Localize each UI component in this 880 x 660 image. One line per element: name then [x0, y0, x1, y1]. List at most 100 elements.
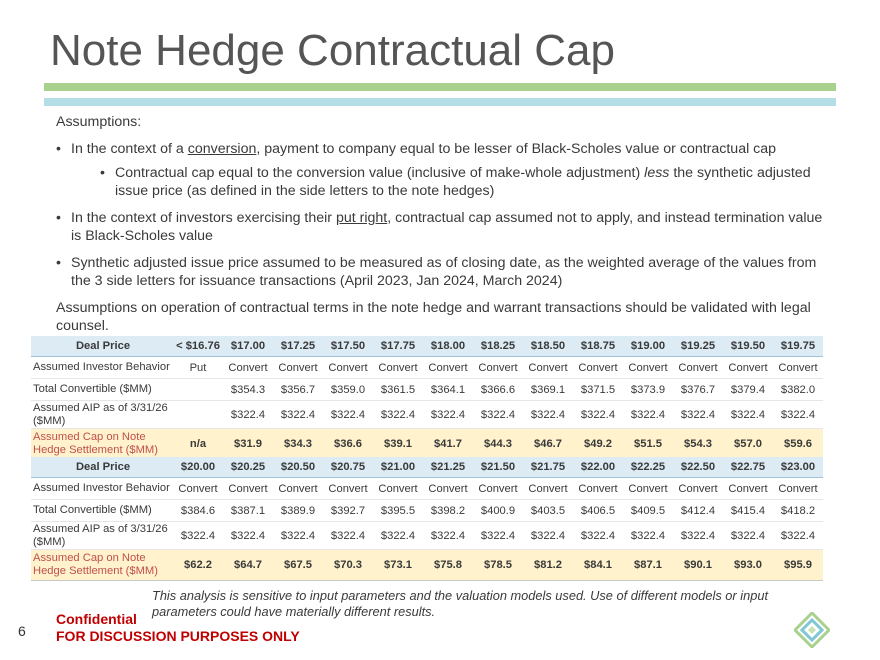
table-cell: $84.1	[573, 549, 623, 581]
cap-table-1: Deal Price < $16.76 $17.00 $17.25 $17.50 $17.…	[31, 336, 823, 460]
row-deal-price: Deal Price $20.00 $20.25 $20.50 $20.75 $21.00…	[31, 457, 823, 478]
row-total-convertible: Total Convertible ($MM) $384.6 $387.1 $389.…	[31, 499, 823, 522]
table-cell: $322.4	[773, 400, 823, 429]
table-cell: $322.4	[573, 521, 623, 550]
assumptions-heading: Assumptions:	[56, 114, 142, 130]
table-cell: $41.7	[423, 428, 473, 460]
green-divider-bar	[44, 83, 836, 91]
table-cell: $19.00	[623, 336, 673, 357]
table-cell: $403.5	[523, 499, 573, 522]
table-cell: $18.25	[473, 336, 523, 357]
table-cell: $369.1	[523, 378, 573, 401]
table-cell: n/a	[173, 428, 223, 460]
table-cell: $19.75	[773, 336, 823, 357]
table-cell: $322.4	[673, 521, 723, 550]
table-cell: Convert	[573, 356, 623, 379]
table-cell: $51.5	[623, 428, 673, 460]
cap-table-2: Deal Price $20.00 $20.25 $20.50 $20.75 $21.00…	[31, 457, 823, 581]
table-cell: $39.1	[373, 428, 423, 460]
table-cell: Convert	[773, 356, 823, 379]
table-cell: $322.4	[523, 400, 573, 429]
table-cell: $18.75	[573, 336, 623, 357]
table-cell: $95.9	[773, 549, 823, 581]
row-label: Assumed Investor Behavior	[31, 477, 173, 500]
table-cell: $376.7	[673, 378, 723, 401]
table-cell: Convert	[723, 356, 773, 379]
table-cell: $322.4	[423, 521, 473, 550]
table-cell: Convert	[573, 477, 623, 500]
row-aip: Assumed AIP as of 3/31/26 ($MM) $322.4 $32…	[31, 400, 823, 429]
table-cell: $322.4	[673, 400, 723, 429]
table-cell: Convert	[323, 356, 373, 379]
row-label: Assumed Investor Behavior	[31, 356, 173, 379]
table-cell: $322.4	[223, 400, 273, 429]
table-cell: $17.50	[323, 336, 373, 357]
confidential-label: Confidential	[56, 611, 137, 627]
table-cell: $59.6	[773, 428, 823, 460]
table-cell: $49.2	[573, 428, 623, 460]
assumptions-section: Assumptions: In the context of a convers…	[56, 113, 826, 344]
table-cell: $389.9	[273, 499, 323, 522]
table-cell: $382.0	[773, 378, 823, 401]
table-cell: $62.2	[173, 549, 223, 581]
blue-divider-bar	[44, 98, 836, 106]
table-cell: $322.4	[773, 521, 823, 550]
table-cell: $36.6	[323, 428, 373, 460]
bullet-synthetic-aip: Synthetic adjusted issue price assumed t…	[56, 254, 826, 290]
table-cell: $78.5	[473, 549, 523, 581]
row-label: Assumed AIP as of 3/31/26 ($MM)	[31, 400, 173, 429]
table-cell: $87.1	[623, 549, 673, 581]
table-cell: $395.5	[373, 499, 423, 522]
table-cell: $412.4	[673, 499, 723, 522]
page-title: Note Hedge Contractual Cap	[50, 26, 615, 75]
table-cell: $20.75	[323, 457, 373, 478]
diamond-logo-icon	[794, 612, 830, 648]
table-cell: $361.5	[373, 378, 423, 401]
table-cell: $20.25	[223, 457, 273, 478]
put-right-underlined-term: put right	[335, 210, 388, 226]
table-cell: $19.50	[723, 336, 773, 357]
table-cell: Convert	[473, 356, 523, 379]
table-cell: Convert	[373, 356, 423, 379]
table-cell: $22.25	[623, 457, 673, 478]
table-cell: $356.7	[273, 378, 323, 401]
table-cell: Convert	[523, 477, 573, 500]
table-cell: $17.25	[273, 336, 323, 357]
table-cell: $322.4	[473, 400, 523, 429]
table-cell: $384.6	[173, 499, 223, 522]
table-cell: $322.4	[623, 521, 673, 550]
table-cell: $354.3	[223, 378, 273, 401]
table-cell: $22.75	[723, 457, 773, 478]
table-cell: $54.3	[673, 428, 723, 460]
table-cell: $34.3	[273, 428, 323, 460]
table-cell: $22.50	[673, 457, 723, 478]
table-cell: Convert	[673, 356, 723, 379]
table-cell: $22.00	[573, 457, 623, 478]
table-cell: Convert	[223, 477, 273, 500]
assumptions-closing: Assumptions on operation of contractual …	[56, 300, 811, 334]
table-cell	[173, 378, 223, 401]
table-cell: $409.5	[623, 499, 673, 522]
table-cell: $18.50	[523, 336, 573, 357]
table-cell: $322.4	[223, 521, 273, 550]
sub-bullet-contractual-cap: Contractual cap equal to the conversion …	[56, 164, 826, 200]
table-cell: $364.1	[423, 378, 473, 401]
table-cell: < $16.76	[173, 336, 223, 357]
table-cell: $19.25	[673, 336, 723, 357]
table-cell: $322.4	[273, 400, 323, 429]
table-cell: $81.2	[523, 549, 573, 581]
table-cell: $70.3	[323, 549, 373, 581]
table-cell: Convert	[773, 477, 823, 500]
table-cell: $398.2	[423, 499, 473, 522]
bullet-conversion: In the context of a conversion, payment …	[56, 140, 826, 158]
table-cell: $322.4	[573, 400, 623, 429]
table-cell: $322.4	[173, 521, 223, 550]
row-label: Total Convertible ($MM)	[31, 499, 173, 522]
table-cell: Convert	[173, 477, 223, 500]
table-cell: $322.4	[423, 400, 473, 429]
table-cell: $406.5	[573, 499, 623, 522]
table-cell: $415.4	[723, 499, 773, 522]
page-number: 6	[18, 623, 26, 639]
table-cell: $44.3	[473, 428, 523, 460]
table-cell: $21.75	[523, 457, 573, 478]
